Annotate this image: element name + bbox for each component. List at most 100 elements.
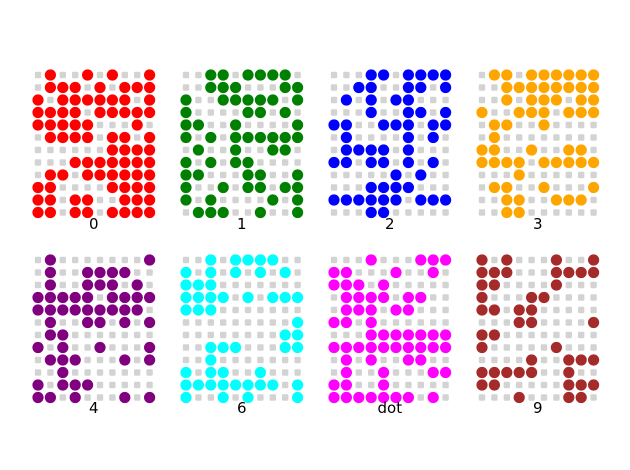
dot-on: [588, 69, 600, 81]
dot-on: [402, 106, 414, 119]
dot-off: [134, 96, 141, 104]
panel-7: 9: [476, 254, 600, 417]
dot-on: [254, 181, 266, 194]
dot-on: [328, 156, 340, 169]
dot-on: [476, 266, 488, 279]
dot-on: [390, 181, 402, 194]
dot-off: [244, 319, 252, 326]
dot-on: [69, 291, 81, 304]
dot-on: [340, 304, 352, 316]
dot-off: [516, 146, 523, 154]
dot-on: [476, 279, 488, 291]
dot-off: [59, 281, 66, 289]
dot-on: [588, 94, 600, 106]
dot-off: [368, 134, 375, 141]
dot-off: [96, 294, 104, 301]
dot-off: [478, 319, 486, 326]
dot-off: [590, 344, 597, 351]
dot-on: [44, 119, 57, 131]
dot-off: [392, 159, 400, 166]
dot-on: [94, 169, 106, 181]
dot-on: [180, 106, 192, 119]
dot-on: [440, 341, 452, 354]
dot-on: [267, 131, 279, 144]
dot-off: [516, 344, 523, 351]
dot-off: [207, 171, 214, 179]
dot-on: [57, 304, 69, 316]
dot-off: [220, 306, 227, 314]
dot-off: [134, 269, 141, 276]
dot-on: [44, 329, 57, 341]
dot-on: [378, 144, 390, 156]
dot-off: [34, 269, 42, 276]
dot-off: [578, 294, 585, 301]
dot-off: [72, 369, 79, 376]
dot-on: [192, 169, 204, 181]
dot-on: [415, 69, 427, 81]
dot-off: [109, 196, 116, 204]
dot-on: [119, 181, 131, 194]
dot-off: [392, 281, 400, 289]
dot-on: [501, 69, 513, 81]
dot-off: [417, 134, 424, 141]
dot-off: [430, 356, 437, 364]
dot-on: [254, 169, 266, 181]
dot-on: [131, 194, 143, 206]
dot-on: [488, 69, 500, 81]
dot-on: [328, 341, 340, 354]
dot-on: [488, 304, 500, 316]
dot-on: [340, 266, 352, 279]
dot-on: [440, 194, 452, 206]
dot-off: [244, 344, 252, 351]
dot-on: [32, 194, 44, 206]
dot-off: [553, 369, 560, 376]
dot-on: [192, 206, 204, 219]
dot-off: [442, 184, 449, 191]
dot-on: [501, 366, 513, 379]
dot-on: [57, 291, 69, 304]
dot-on: [254, 254, 266, 266]
dot-off: [34, 159, 42, 166]
dot-on: [57, 94, 69, 106]
dot-off: [503, 281, 510, 289]
dot-off: [84, 184, 91, 191]
dot-off: [195, 159, 202, 166]
dot-on: [32, 379, 44, 391]
dot-on: [588, 379, 600, 391]
dot-on: [254, 266, 266, 279]
dot-off: [503, 356, 510, 364]
dot-off: [134, 71, 141, 79]
dot-off: [59, 196, 66, 204]
dot-off: [257, 356, 264, 364]
dot-on: [575, 69, 587, 81]
dot-off: [528, 159, 535, 166]
dot-off: [430, 381, 437, 389]
dot-on: [44, 354, 57, 366]
dot-off: [417, 121, 424, 129]
dot-on: [106, 106, 118, 119]
dot-on: [390, 94, 402, 106]
dot-on: [292, 206, 304, 219]
dot-off: [269, 121, 276, 129]
dot-on: [501, 156, 513, 169]
dot-on: [57, 119, 69, 131]
panel-3: 3: [476, 69, 600, 233]
dot-off: [72, 184, 79, 191]
dot-off: [134, 256, 141, 264]
dot-off: [565, 306, 572, 314]
dot-off: [392, 369, 400, 376]
dot-on: [563, 354, 575, 366]
dot-off: [442, 381, 449, 389]
dot-on: [402, 354, 414, 366]
dot-on: [365, 181, 377, 194]
dot-off: [96, 146, 104, 154]
dot-off: [84, 84, 91, 91]
dot-on: [440, 254, 452, 266]
panel-label: dot: [378, 399, 403, 417]
dot-on: [180, 291, 192, 304]
dot-off: [528, 196, 535, 204]
dot-on: [44, 254, 57, 266]
panel-6: dot: [328, 254, 452, 417]
dot-on: [242, 291, 254, 304]
dot-on: [513, 391, 525, 404]
